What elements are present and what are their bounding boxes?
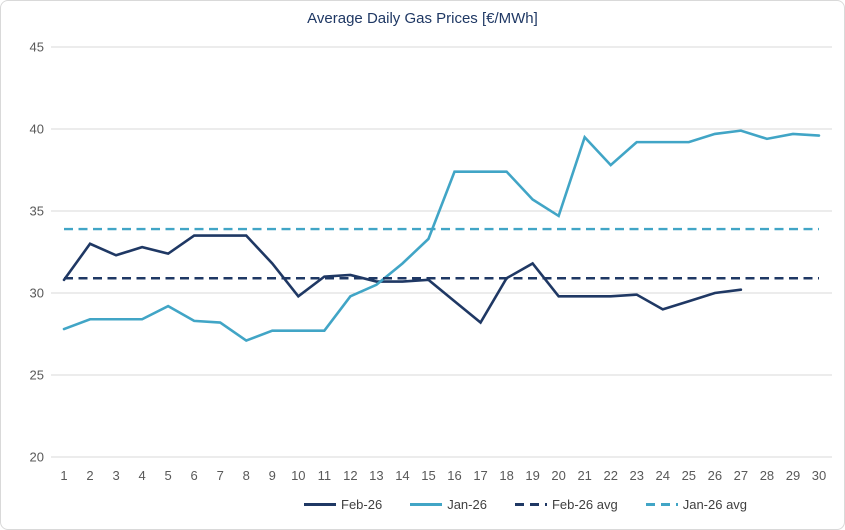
y-tick-30: 30	[30, 286, 44, 301]
chart-title: Average Daily Gas Prices [€/MWh]	[307, 10, 538, 27]
x-tick-2: 2	[86, 468, 93, 483]
x-tick-5: 5	[165, 468, 172, 483]
x-tick-4: 4	[138, 468, 145, 483]
x-tick-3: 3	[112, 468, 119, 483]
x-tick-17: 17	[473, 468, 487, 483]
x-tick-23: 23	[630, 468, 644, 483]
x-tick-19: 19	[525, 468, 539, 483]
x-tick-9: 9	[269, 468, 276, 483]
y-tick-35: 35	[30, 204, 44, 219]
x-tick-28: 28	[760, 468, 774, 483]
feb-26-line-swatch	[304, 503, 336, 506]
x-tick-27: 27	[734, 468, 748, 483]
series-line-jan-26	[62, 129, 821, 343]
legend-item-jan-26: Jan-26	[410, 497, 487, 512]
x-tick-8: 8	[243, 468, 250, 483]
x-tick-18: 18	[499, 468, 513, 483]
legend-item-feb-26: Feb-26	[304, 497, 382, 512]
y-tick-25: 25	[30, 368, 44, 383]
series-line-feb-26	[62, 234, 743, 325]
x-tick-20: 20	[551, 468, 565, 483]
x-tick-13: 13	[369, 468, 383, 483]
x-tick-12: 12	[343, 468, 357, 483]
x-tick-10: 10	[291, 468, 305, 483]
x-tick-14: 14	[395, 468, 409, 483]
y-tick-45: 45	[30, 40, 44, 55]
legend: Feb-26 Jan-26 Feb-26 avg Jan-26 avg	[304, 497, 747, 512]
x-tick-29: 29	[786, 468, 800, 483]
x-tick-15: 15	[421, 468, 435, 483]
x-tick-26: 26	[708, 468, 722, 483]
x-tick-30: 30	[812, 468, 826, 483]
legend-label-jan-26: Jan-26	[447, 497, 487, 512]
x-tick-16: 16	[447, 468, 461, 483]
legend-label-feb-26-avg: Feb-26 avg	[551, 497, 618, 512]
legend-item-jan-26-avg: Jan-26 avg	[645, 497, 748, 512]
y-tick-20: 20	[30, 450, 44, 465]
jan-26-avg-dashed-swatch	[645, 503, 678, 506]
legend-item-feb-26-avg: Feb-26 avg	[514, 497, 618, 512]
jan-26-line-swatch	[410, 503, 443, 506]
x-tick-1: 1	[60, 468, 67, 483]
x-tick-6: 6	[191, 468, 198, 483]
x-tick-7: 7	[217, 468, 224, 483]
feb-26-avg-dashed-swatch	[514, 503, 547, 506]
legend-label-feb-26: Feb-26	[341, 497, 383, 512]
x-tick-24: 24	[656, 468, 670, 483]
x-tick-21: 21	[577, 468, 591, 483]
x-tick-22: 22	[603, 468, 617, 483]
x-tick-25: 25	[682, 468, 696, 483]
y-tick-40: 40	[30, 122, 44, 137]
legend-label-jan-26-avg: Jan-26 avg	[682, 497, 748, 512]
x-tick-11: 11	[318, 468, 332, 483]
